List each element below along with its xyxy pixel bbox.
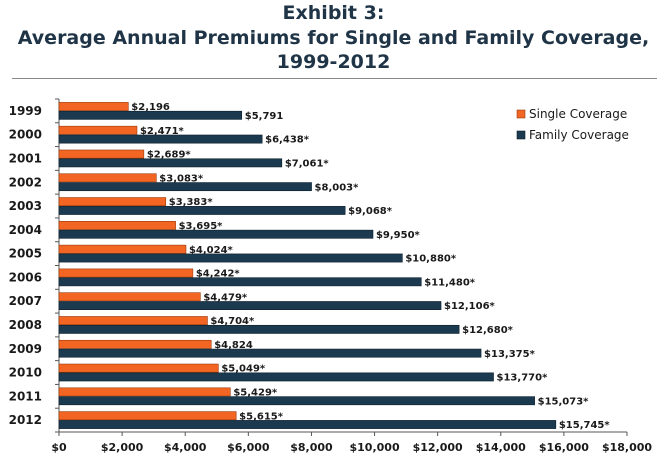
data-label-family: $11,480*	[424, 277, 476, 288]
bar-family	[58, 229, 374, 239]
y-category-label: 2007	[9, 294, 42, 308]
bar-family	[58, 420, 557, 429]
data-label-family: $10,880*	[405, 254, 457, 265]
bar-single	[58, 102, 129, 111]
x-tick-label: $4,000	[164, 441, 207, 454]
data-label-single: $5,615*	[239, 411, 284, 422]
bar-family	[58, 182, 312, 192]
data-label-single: $5,049*	[221, 364, 266, 375]
legend-label-family: Family Coverage	[529, 128, 629, 142]
bar-family	[58, 348, 482, 358]
bar-single	[58, 387, 231, 397]
x-tick-label: $2,000	[101, 441, 144, 454]
chart-subtitle: Average Annual Premiums for Single and F…	[17, 27, 650, 49]
data-label-single: $3,695*	[179, 221, 224, 232]
data-label-single: $3,383*	[169, 197, 214, 208]
data-label-family: $15,745*	[559, 420, 611, 431]
x-tick-label: $18,000	[602, 441, 652, 454]
x-tick-label: $14,000	[476, 441, 526, 454]
y-category-label: 2011	[9, 389, 42, 403]
data-label-family: $12,680*	[462, 325, 514, 336]
data-label-family: $7,061*	[285, 158, 330, 169]
data-label-single: $4,024*	[189, 245, 234, 256]
bar-single	[58, 173, 157, 183]
data-label-family: $5,791	[245, 111, 284, 122]
bar-family	[58, 110, 243, 120]
y-category-label: 2006	[9, 270, 42, 284]
legend-label-single: Single Coverage	[529, 107, 627, 121]
bar-single	[58, 339, 212, 349]
data-label-family: $13,375*	[484, 349, 536, 360]
y-category-label: 2012	[9, 413, 42, 427]
x-tick-label: $10,000	[350, 441, 400, 454]
data-label-single: $2,471*	[140, 126, 185, 137]
bar-single	[58, 363, 219, 373]
bar-single	[58, 316, 208, 325]
bar-family	[58, 206, 346, 215]
y-category-label: 2009	[9, 342, 42, 356]
data-label-family: $15,073*	[538, 396, 590, 407]
data-label-single: $4,479*	[203, 292, 248, 303]
title-divider	[12, 78, 657, 79]
bar-family	[58, 277, 422, 287]
data-label-single: $3,083*	[159, 173, 204, 184]
legend-swatch-single	[516, 109, 526, 119]
y-category-label: 2000	[9, 128, 42, 142]
y-category-label: 2008	[9, 318, 42, 332]
y-category-label: 2010	[9, 366, 42, 380]
y-category-label: 2002	[9, 175, 42, 189]
data-label-single: $2,689*	[147, 150, 192, 161]
data-label-family: $12,106*	[444, 301, 496, 312]
bar-single	[58, 125, 138, 135]
bar-family	[58, 253, 403, 263]
bar-family	[58, 372, 494, 382]
bar-family	[58, 324, 460, 334]
bar-single	[58, 197, 167, 207]
data-label-family: $9,950*	[376, 230, 421, 241]
y-category-label: 2005	[9, 247, 42, 261]
data-label-single: $4,242*	[196, 269, 241, 280]
x-tick-label: $8,000	[290, 441, 333, 454]
bar-single	[58, 268, 194, 278]
x-tick-label: $0	[51, 441, 67, 454]
x-tick-label: $6,000	[227, 441, 270, 454]
legend-swatch-family	[516, 130, 526, 140]
bar-single	[58, 292, 201, 302]
data-label-family: $6,438*	[265, 135, 310, 146]
y-category-label: 1999	[9, 104, 42, 118]
bar-family	[58, 396, 535, 406]
data-label-family: $9,068*	[348, 206, 393, 217]
data-label-single: $4,824	[214, 340, 253, 351]
chart-subtitle-years: 1999-2012	[276, 51, 391, 73]
bar-single	[58, 221, 176, 230]
data-label-family: $13,770*	[497, 373, 549, 384]
bar-single	[58, 244, 187, 254]
bar-single	[58, 149, 145, 159]
y-category-label: 2001	[9, 151, 42, 165]
x-tick-label: $16,000	[539, 441, 589, 454]
y-category-label: 2003	[9, 199, 42, 213]
data-label-single: $5,429*	[233, 388, 278, 399]
bar-family	[58, 158, 283, 168]
data-label-family: $8,003*	[315, 182, 360, 193]
bar-family	[58, 134, 263, 144]
data-label-single: $4,704*	[210, 316, 255, 327]
bar-single	[58, 411, 237, 421]
data-label-single: $2,196	[131, 102, 170, 113]
y-category-label: 2004	[9, 223, 42, 237]
bar-family	[58, 301, 442, 310]
x-tick-label: $12,000	[413, 441, 463, 454]
chart-title: Exhibit 3:	[282, 2, 385, 24]
